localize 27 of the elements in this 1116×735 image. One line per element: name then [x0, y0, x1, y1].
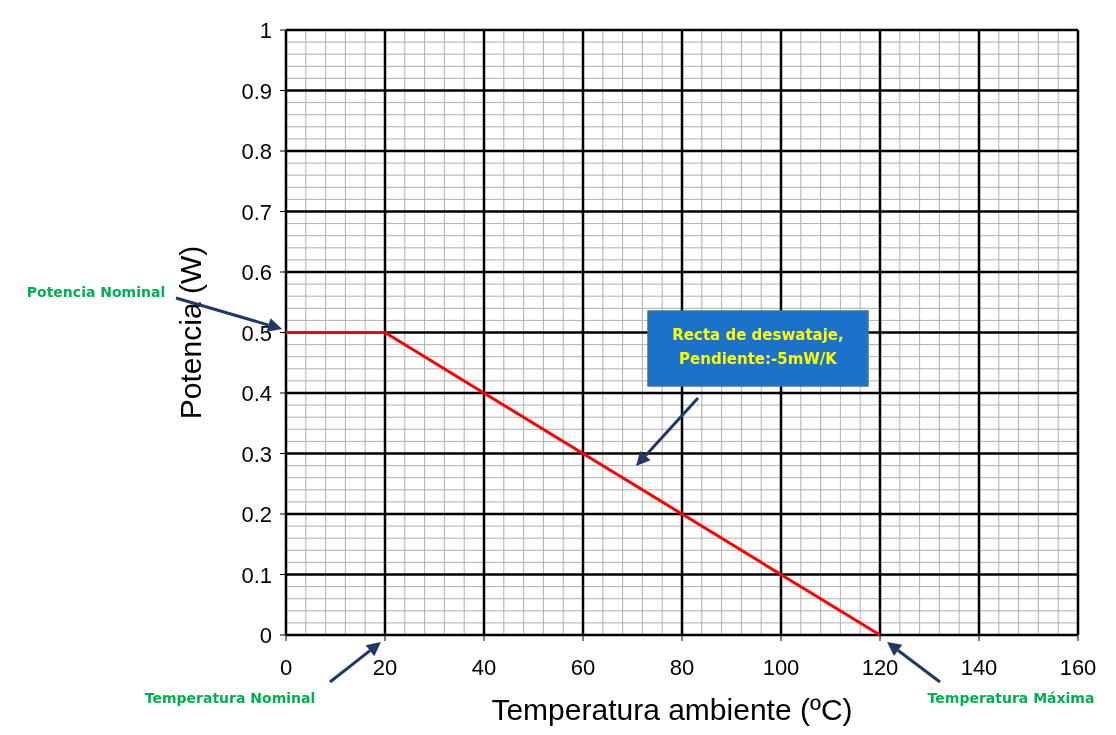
x-tick-label: 40 [471, 655, 497, 680]
y-tick-label: 0.2 [241, 502, 272, 527]
x-tick-label: 80 [669, 655, 695, 680]
x-tick-label: 0 [279, 655, 293, 680]
x-tick-label: 160 [1059, 655, 1097, 680]
y-axis-title: Potencia (W) [174, 245, 207, 420]
x-axis-title: Temperatura ambiente (ºC) [491, 693, 853, 726]
y-tick-label: 1 [259, 18, 272, 43]
text: Temperatura Máxima [927, 690, 1095, 706]
y-tick-label: 0.5 [241, 320, 272, 346]
x-tick-label: 100 [762, 655, 800, 680]
text: Temperatura Nominal [144, 690, 316, 706]
y-tick-label: 0 [259, 623, 272, 648]
x-tick-label: 120 [861, 655, 899, 680]
annotation: Recta de deswataje, Pendiente:-5mW/K [672, 326, 844, 368]
text: Potencia Nominal [26, 284, 166, 300]
y-tick-label: 0.9 [241, 78, 272, 104]
y-tick-label: 0.1 [241, 562, 272, 588]
y-tick-label: 0.3 [241, 441, 272, 467]
x-tick-label: 20 [372, 655, 398, 680]
y-tick-label: 0.6 [241, 260, 272, 285]
x-tick-label: 140 [960, 655, 998, 680]
y-tick-label: 0.8 [241, 139, 272, 164]
callout-box: Recta de deswataje, Pendiente:-5mW/K [647, 310, 869, 387]
x-tick-label: 60 [570, 655, 596, 680]
y-tick-label: 0.7 [241, 199, 272, 225]
y-tick-label: 0.4 [241, 381, 272, 406]
